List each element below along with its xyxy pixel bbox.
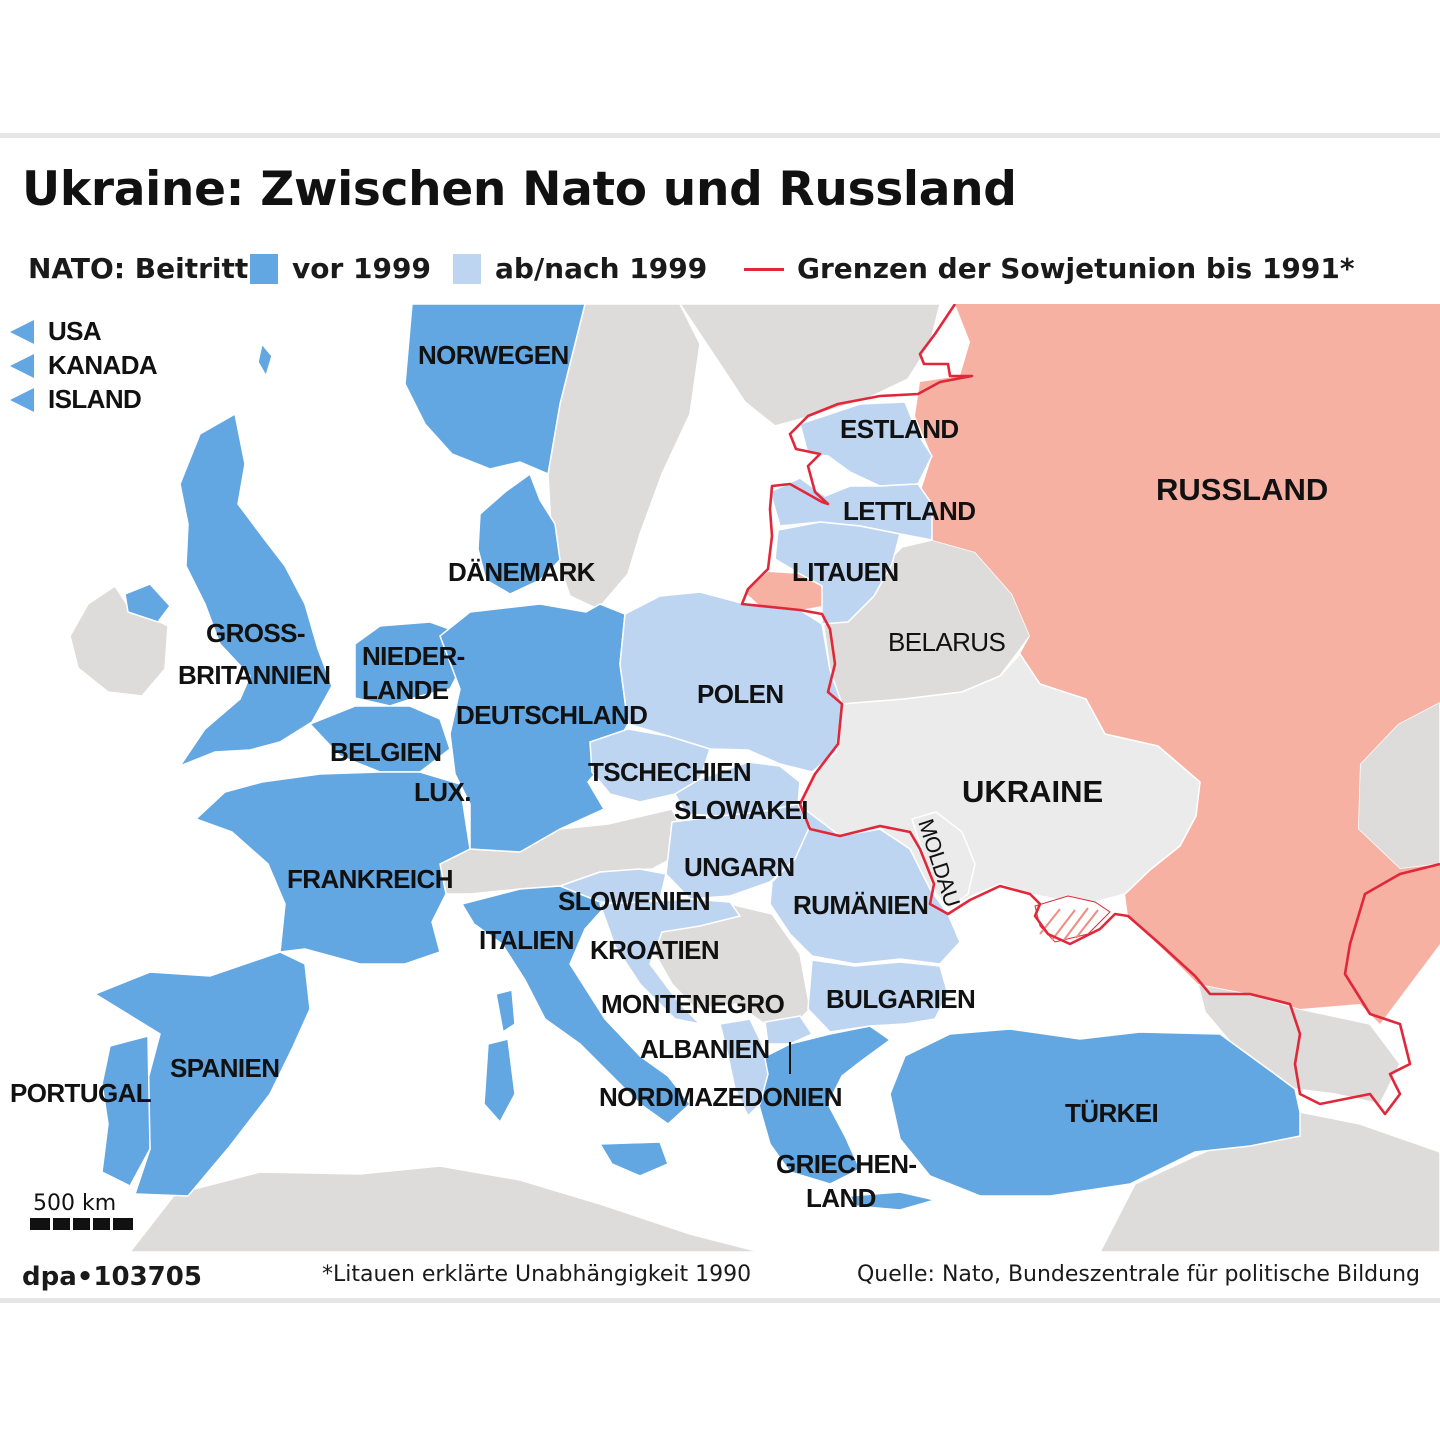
source-credit: Quelle: Nato, Bundeszentrale für politis… (856, 1262, 1420, 1287)
region-belgium (308, 705, 451, 773)
legend-label-after-1999: ab/nach 1999 (495, 252, 708, 285)
label-niederlande-2: LANDE (362, 675, 449, 705)
region-slovakia (673, 761, 801, 817)
label-slowakei: SLOWAKEI (674, 795, 808, 825)
label-spanien: SPANIEN (170, 1053, 279, 1083)
label-bulgarien: BULGARIEN (826, 984, 975, 1014)
footnote: *Litauen erklärte Unabhängigkeit 1990 (322, 1262, 752, 1287)
label-rumaenien: RUMÄNIEN (793, 890, 928, 920)
region-denmark (477, 472, 561, 595)
region-croatia (598, 898, 742, 1026)
label-belgien: BELGIEN (330, 737, 441, 767)
label-grossbritannien-2: BRITANNIEN (178, 660, 330, 690)
region-romania (769, 803, 961, 965)
region-crete (848, 1191, 936, 1211)
label-lux: LUX. (414, 777, 471, 807)
label-portugal: PORTUGAL (10, 1078, 152, 1108)
legend-swatch-after-1999 (453, 254, 481, 284)
crimea-hatching (1039, 907, 1099, 941)
region-great-britain (178, 412, 333, 768)
label-litauen: LITAUEN (792, 557, 899, 587)
legend-label-soviet-border: Grenzen der Sowjetunion bis 1991* (797, 252, 1355, 285)
region-north-macedonia (764, 1015, 814, 1045)
label-kroatien: KROATIEN (590, 935, 719, 965)
europe-map: USA KANADA ISLAND NORWEGEN DÄNEMARK GROS… (0, 304, 1440, 1252)
usa-arrow-icon (10, 320, 34, 344)
label-kanada: KANADA (48, 350, 158, 380)
label-polen: POLEN (697, 679, 784, 709)
label-deutschland: DEUTSCHLAND (456, 700, 647, 730)
label-griechenland-1: GRIECHEN- (776, 1149, 917, 1179)
region-germany (439, 603, 629, 853)
top-rule (0, 133, 1440, 138)
region-middle-east (1099, 1111, 1440, 1252)
label-russland: RUSSLAND (1156, 472, 1328, 507)
region-portugal (101, 1035, 151, 1187)
region-norway (404, 304, 586, 476)
label-niederlande-1: NIEDER- (362, 641, 465, 671)
label-grossbritannien-1: GROSS- (206, 618, 305, 648)
scale-bar (30, 1218, 133, 1230)
iceland-arrow-icon (10, 388, 34, 412)
canada-arrow-icon (10, 354, 34, 378)
legend-swatch-before-1999 (250, 254, 278, 284)
region-corsica (495, 989, 516, 1034)
region-turkey (889, 1028, 1301, 1197)
region-ireland (69, 584, 169, 697)
region-northern-ireland (124, 583, 171, 623)
label-tuerkei: TÜRKEI (1065, 1098, 1158, 1128)
legend-soviet-border-line (744, 268, 784, 271)
bottom-rule (0, 1298, 1440, 1303)
label-griechenland-2: LAND (806, 1183, 876, 1213)
region-bulgaria (807, 959, 949, 1033)
label-tschechien: TSCHECHIEN (588, 757, 751, 787)
legend: NATO: Beitritt vor 1999 ab/nach 1999 Gre… (28, 248, 1428, 292)
region-russia (915, 304, 1440, 1024)
label-island: ISLAND (48, 384, 141, 414)
region-greece (749, 1025, 892, 1185)
region-lithuania (774, 521, 901, 625)
region-iceland-shetland (257, 342, 273, 378)
label-frankreich: FRANKREICH (287, 864, 453, 894)
label-slowenien: SLOWENIEN (558, 886, 710, 916)
label-lettland: LETTLAND (843, 496, 975, 526)
soviet-border-line (740, 304, 1440, 1116)
region-france (194, 771, 471, 965)
region-poland (619, 591, 843, 773)
label-norwegen: NORWEGEN (418, 340, 569, 370)
region-finland (679, 304, 941, 427)
label-montenegro: MONTENEGRO (601, 989, 785, 1019)
label-estland: ESTLAND (840, 414, 959, 444)
region-slovenia (557, 868, 667, 905)
label-belarus: BELARUS (888, 627, 1005, 657)
label-ungarn: UNGARN (684, 852, 795, 882)
label-italien: ITALIEN (479, 925, 574, 955)
region-sicily (598, 1141, 669, 1177)
label-nordmazedonien: NORDMAZEDONIEN (599, 1082, 842, 1112)
dpa-graphic-id: dpa•103705 (22, 1262, 202, 1292)
label-ukraine: UKRAINE (962, 774, 1103, 809)
region-montenegro-albania (719, 1018, 769, 1118)
legend-prefix: NATO: Beitritt (28, 252, 249, 285)
region-crimea (1034, 895, 1111, 943)
region-kaliningrad (745, 572, 822, 610)
label-daenemark: DÄNEMARK (448, 557, 596, 587)
label-albanien: ALBANIEN (640, 1034, 770, 1064)
region-sardinia (483, 1038, 516, 1124)
scale-label: 500 km (33, 1191, 116, 1216)
chart-title: Ukraine: Zwischen Nato und Russland (22, 162, 1017, 217)
legend-label-before-1999: vor 1999 (292, 252, 431, 285)
region-north-africa (129, 1165, 761, 1252)
label-usa: USA (48, 316, 102, 346)
